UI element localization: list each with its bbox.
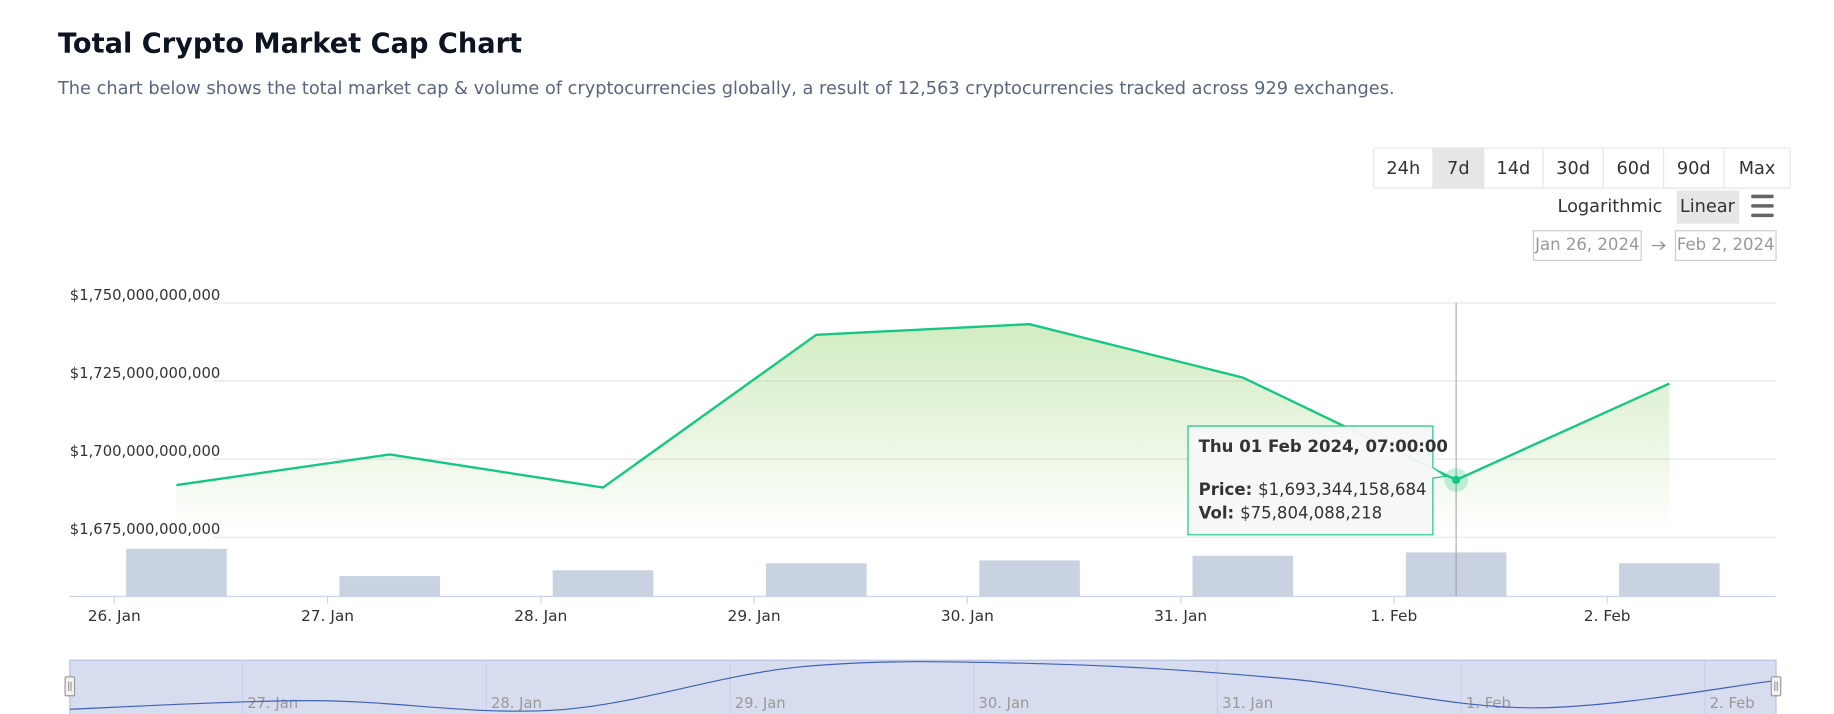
tooltip-row: Price: $1,693,344,158,684 bbox=[1199, 479, 1427, 498]
volume-bar bbox=[339, 576, 441, 597]
range-label[interactable]: 24h bbox=[1386, 159, 1420, 179]
price-area bbox=[176, 324, 1670, 538]
volume-bar bbox=[979, 560, 1080, 597]
y-tick-label: $1,700,000,000,000 bbox=[70, 443, 220, 460]
x-tick-label: 26. Jan bbox=[88, 607, 141, 625]
range-label[interactable]: 90d bbox=[1677, 159, 1711, 179]
x-tick-label: 31. Jan bbox=[1154, 607, 1207, 625]
volume-bar bbox=[126, 548, 227, 597]
x-tick-label: 29. Jan bbox=[728, 607, 781, 625]
page-title: Total Crypto Market Cap Chart bbox=[58, 28, 522, 59]
scale-button-active[interactable] bbox=[1676, 190, 1740, 224]
tooltip-value: $75,804,088,218 bbox=[1240, 503, 1382, 522]
menu-icon-bar[interactable] bbox=[1751, 213, 1774, 218]
range-label[interactable]: 7d bbox=[1447, 159, 1470, 179]
navigator-label: 30. Jan bbox=[978, 695, 1029, 712]
date-to[interactable]: Feb 2, 2024 bbox=[1677, 235, 1775, 254]
x-tick-label: 28. Jan bbox=[514, 607, 567, 625]
range-label[interactable]: Max bbox=[1739, 159, 1776, 179]
navigator-label: 27. Jan bbox=[247, 695, 298, 712]
navigator-handle[interactable] bbox=[1770, 676, 1782, 697]
subtitle-part: The chart below shows the total market c… bbox=[57, 79, 898, 99]
volume-bar bbox=[765, 563, 867, 597]
navigator[interactable] bbox=[69, 659, 1777, 714]
volume-bar bbox=[552, 570, 654, 597]
subtitle: The chart below shows the total market c… bbox=[57, 79, 1395, 99]
range-label[interactable]: 14d bbox=[1496, 159, 1530, 179]
navigator-label: 29. Jan bbox=[735, 695, 786, 712]
tooltip-label: Vol: bbox=[1199, 503, 1235, 522]
x-tick-label: 1. Feb bbox=[1371, 607, 1418, 625]
range-label[interactable]: 30d bbox=[1556, 159, 1590, 179]
hover-point bbox=[1451, 475, 1461, 485]
navigator-label: 28. Jan bbox=[491, 695, 542, 712]
navigator-label: 2. Feb bbox=[1710, 695, 1755, 712]
tooltip-row: Vol: $75,804,088,218 bbox=[1199, 503, 1383, 522]
tooltip-label: Price: bbox=[1199, 479, 1253, 498]
date-from[interactable]: Jan 26, 2024 bbox=[1534, 235, 1639, 254]
tooltip-value: $1,693,344,158,684 bbox=[1258, 479, 1426, 498]
subtitle-part: 12,563 bbox=[898, 79, 960, 99]
tooltip-title: Thu 01 Feb 2024, 07:00:00 bbox=[1199, 437, 1448, 456]
navigator-label: 1. Feb bbox=[1466, 695, 1511, 712]
range-button-active[interactable] bbox=[1432, 147, 1484, 189]
y-tick-label: $1,750,000,000,000 bbox=[70, 287, 220, 304]
tooltip-box bbox=[1187, 425, 1448, 536]
navigator-label: 31. Jan bbox=[1222, 695, 1273, 712]
subtitle-part: 929 bbox=[1254, 79, 1288, 99]
range-label[interactable]: 60d bbox=[1617, 159, 1651, 179]
volume-bar bbox=[1192, 555, 1294, 597]
date-input[interactable] bbox=[1674, 230, 1777, 261]
date-input[interactable] bbox=[1532, 230, 1642, 261]
x-tick-label: 2. Feb bbox=[1584, 607, 1631, 625]
arrow-icon bbox=[1651, 240, 1666, 251]
x-tick-label: 27. Jan bbox=[301, 607, 354, 625]
scale-button[interactable]: Linear bbox=[1680, 197, 1736, 217]
subtitle-part: cryptocurrencies tracked across bbox=[960, 79, 1255, 99]
volume-bar bbox=[1619, 563, 1720, 597]
scale-button[interactable]: Logarithmic bbox=[1558, 197, 1663, 217]
x-tick-label: 30. Jan bbox=[941, 607, 994, 625]
y-tick-label: $1,725,000,000,000 bbox=[70, 365, 220, 382]
navigator-line bbox=[69, 661, 1777, 712]
menu-icon-bar[interactable] bbox=[1751, 204, 1774, 208]
chart: $1,675,000,000,000$1,700,000,000,000$1,7… bbox=[64, 287, 1782, 714]
navigator-handle[interactable] bbox=[64, 676, 76, 697]
menu-icon-bar[interactable] bbox=[1751, 194, 1774, 199]
controls: 24h 7d 14d 30d 60d 90d Max Logarithmic Linear Jan… bbox=[1373, 147, 1791, 261]
subtitle-part: exchanges. bbox=[1288, 79, 1395, 99]
